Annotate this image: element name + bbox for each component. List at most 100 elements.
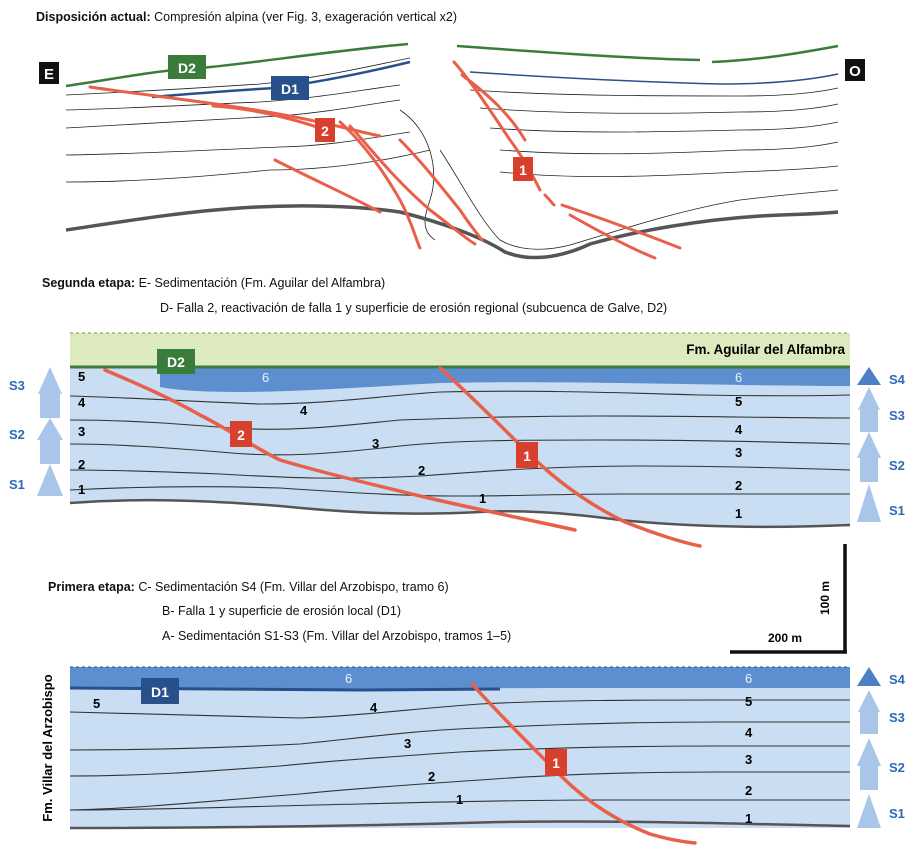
bottom-seq-s4: S4 [889, 672, 906, 687]
bottom-caption: Primera etapa: C- Sedimentación S4 (Fm. … [48, 580, 449, 595]
scale-vertical-label: 100 m [818, 581, 832, 615]
middle-unit5-top [70, 367, 160, 380]
middle-unit-right-3: 3 [735, 445, 742, 460]
middle-unit-left-5: 5 [78, 369, 85, 384]
middle-unit-left-1: 1 [78, 482, 85, 497]
bottom-unit-right-6: 6 [745, 671, 752, 686]
middle-faults [103, 366, 702, 548]
middle-unit-center-2: 2 [418, 463, 425, 478]
scale-horizontal-label: 200 m [768, 631, 802, 645]
aguilar-label: Fm. Aguilar del Alfambra [686, 342, 845, 357]
middle-basement [69, 498, 851, 529]
d1-surface-right [469, 71, 839, 85]
middle-seq-left-labels: S3 S2 S1 [9, 378, 25, 492]
west-label: O [849, 63, 861, 80]
top-basement [65, 204, 839, 260]
bottom-fault1-badge [545, 749, 567, 776]
villar-formation-label: Fm. Villar del Arzobispo [40, 674, 55, 821]
middle-fault2-badge [230, 421, 252, 447]
d2-surface-right [456, 44, 839, 64]
seq-right-s4-tri [857, 367, 881, 385]
top-horizons [65, 57, 839, 250]
middle-unit-center-4: 4 [300, 403, 308, 418]
bottom-seq-s1-tri [857, 794, 881, 828]
top-fault2-badge [315, 118, 335, 142]
seq-left-s3: S3 [9, 378, 25, 393]
middle-unit-right-4: 4 [735, 422, 743, 437]
middle-unit-left-4: 4 [78, 395, 86, 410]
bottom-seq-s2: S2 [889, 760, 905, 775]
bottom-caption-3: A- Sedimentación S1-S3 (Fm. Villar del A… [162, 629, 511, 644]
bottom-horizons [69, 699, 850, 811]
bottom-unit-left-5: 5 [93, 696, 100, 711]
middle-d2-badge [157, 349, 195, 374]
top-caption: Disposición actual: Compresión alpina (v… [36, 10, 457, 25]
middle-layers [70, 367, 850, 527]
east-marker [39, 62, 59, 84]
bottom-unit-right-3: 3 [745, 752, 752, 767]
bottom-seq-s3: S3 [889, 710, 905, 725]
top-panel: E O [39, 42, 865, 260]
bottom-seq-s2-body [860, 766, 878, 790]
top-text: Compresión alpina (ver Fig. 3, exageraci… [154, 10, 458, 24]
seq-right-s2-body [860, 458, 878, 482]
bottom-layers [70, 667, 850, 828]
seq-right-s4: S4 [889, 372, 906, 387]
middle-unit-right-5: 5 [735, 394, 742, 409]
top-fault1-badge [513, 157, 533, 181]
bottom-unit-numbers: 5 6 4 3 2 1 6 5 4 3 2 1 [93, 671, 753, 826]
bottom-panel: D1 1 5 6 4 3 2 1 6 5 4 3 2 1 Fm. Villar … [40, 666, 906, 845]
bottom-unit-right-4: 4 [745, 725, 753, 740]
seq-left-s2-body [40, 440, 60, 464]
bottom-seq-right-labels: S4 S3 S2 S1 [889, 672, 906, 821]
middle-panel: Fm. Aguilar del Alfambra D2 2 1 5 [9, 332, 906, 548]
bottom-unit-right-2: 2 [745, 783, 752, 798]
seq-left-s2: S2 [9, 427, 25, 442]
middle-unit-numbers: 5 4 3 2 1 6 4 3 2 1 6 5 4 3 2 1 [78, 369, 743, 521]
seq-left-s2-tri [37, 418, 63, 440]
seq-left-s1: S1 [9, 477, 25, 492]
scale-bar: 100 m 200 m [730, 544, 847, 654]
bottom-seq-right [857, 667, 881, 828]
top-fault2-label: 2 [321, 123, 329, 139]
seq-right-s2-tri [857, 432, 881, 458]
seq-right-s1: S1 [889, 503, 905, 518]
middle-seq-right [857, 367, 881, 522]
middle-caption: Segunda etapa: E- Sedimentación (Fm. Agu… [42, 276, 385, 291]
seq-right-s3: S3 [889, 408, 905, 423]
west-marker [845, 59, 865, 81]
bottom-line-b: B- Falla 1 y superficie de erosión local… [162, 604, 401, 618]
middle-unit6 [160, 367, 850, 392]
middle-unit-right-2: 2 [735, 478, 742, 493]
top-heading: Disposición actual: [36, 10, 151, 24]
bottom-seq-s4-tri [857, 667, 881, 686]
top-fault1-label: 1 [519, 162, 527, 178]
middle-unit-center-3: 3 [372, 436, 379, 451]
bottom-line-c: C- Sedimentación S4 (Fm. Villar del Arzo… [138, 580, 449, 594]
bottom-seq-s3-tri [858, 690, 880, 712]
bottom-unit-center-6: 6 [345, 671, 352, 686]
middle-line-e: E- Sedimentación (Fm. Aguilar del Alfamb… [138, 276, 386, 290]
middle-d2-label: D2 [167, 354, 185, 370]
seq-right-s3-tri [858, 387, 880, 410]
seq-left-s3-tri [38, 367, 62, 394]
middle-unit-right-1: 1 [735, 506, 742, 521]
top-d1-badge [271, 76, 309, 100]
bottom-fault1-label: 1 [552, 755, 560, 771]
d2-surface-left [65, 42, 409, 88]
middle-unit-left-2: 2 [78, 457, 85, 472]
middle-unit-center-6: 6 [262, 370, 269, 385]
middle-heading: Segunda etapa: [42, 276, 136, 290]
top-faults [88, 60, 682, 260]
seq-right-s1-tri [857, 484, 881, 522]
bottom-caption-2: B- Falla 1 y superficie de erosión local… [162, 604, 401, 619]
bottom-heading: Primera etapa: [48, 580, 135, 594]
bottom-basement [69, 820, 851, 830]
top-d1-label: D1 [281, 81, 299, 97]
bottom-fault1 [470, 682, 697, 845]
bottom-seq-s3-body [860, 712, 878, 734]
middle-unit-right-6: 6 [735, 370, 742, 385]
bottom-unit-center-4: 4 [370, 700, 378, 715]
seq-left-s3-body [40, 394, 60, 418]
